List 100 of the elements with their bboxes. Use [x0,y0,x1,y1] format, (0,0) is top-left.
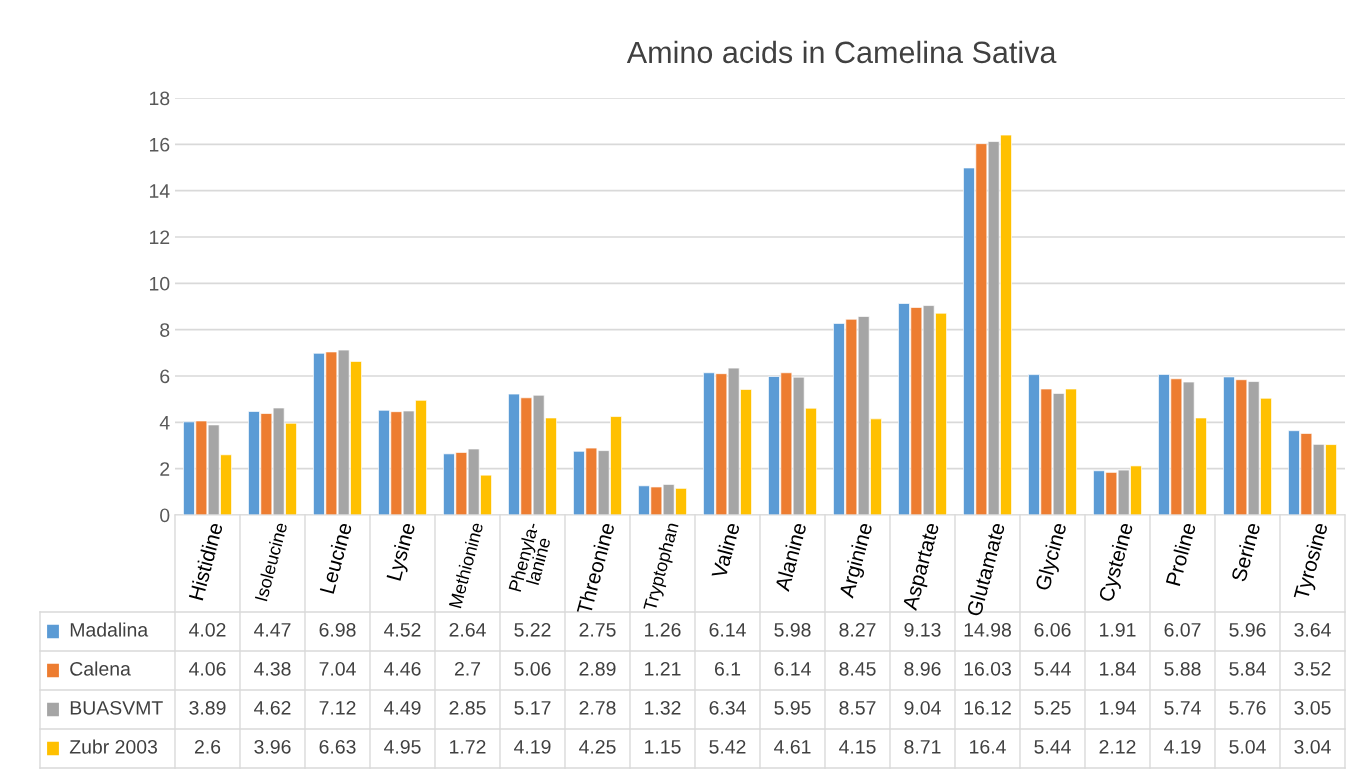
legend-label: Calena [70,661,131,676]
x-tick-label: Proline [1165,521,1197,586]
data-label: 2.64 [449,622,486,637]
data-label: 8.45 [839,661,876,676]
data-label: 5.42 [709,739,746,754]
y-tick-label: 0 [160,508,170,523]
data-label: 16.4 [970,739,1006,754]
data-label: 5.22 [514,622,551,637]
data-label: 4.61 [774,739,811,754]
data-label: 1.15 [645,740,681,754]
data-label: 5.84 [1229,661,1266,676]
data-label: 5.96 [1229,622,1266,637]
legend-label: BUASVMT [70,700,163,715]
data-label: 14.98 [964,622,1011,637]
x-tick-label: Lysine [385,521,420,582]
y-tick-label: 12 [150,230,170,245]
data-label: 6.06 [1034,622,1071,637]
data-label: 5.04 [1229,739,1266,754]
x-tick-label: Phenyla- lanine [508,521,551,593]
data-label: 8.27 [839,622,876,637]
data-label: 4.46 [384,661,421,676]
data-label: 5.44 [1034,740,1071,754]
data-label: 4.62 [254,700,291,715]
x-tick-label: Cysteine [1097,521,1138,604]
data-label: 4.25 [579,739,616,754]
x-tick-label: Serine [1230,521,1261,583]
data-label: 16.03 [964,661,1011,676]
legend-label: Madalina [70,622,149,637]
data-label: 2.78 [579,700,616,715]
data-label: 6.34 [709,700,746,715]
data-label: 9.13 [904,622,941,637]
x-tick-label: Tyrosine [1293,521,1332,602]
data-label: 2.75 [579,622,616,637]
data-label: 8.71 [904,739,941,754]
data-label: 3.04 [1294,739,1331,754]
data-label: 5.44 [1034,662,1071,676]
y-tick-label: 2 [160,462,170,476]
y-tick-label: 6 [160,369,170,384]
data-label: 6.98 [319,622,356,637]
data-label: 6.63 [319,739,356,754]
data-label: 3.64 [1294,622,1331,637]
data-label: 3.05 [1294,700,1331,715]
data-label: 8.57 [839,700,876,715]
data-label: 1.72 [450,739,486,754]
y-tick-label: 14 [150,184,170,198]
data-label: 3.52 [1294,661,1331,676]
data-label: 2.85 [449,700,486,715]
data-label: 7.04 [319,661,356,676]
data-label: 5.76 [1229,700,1266,715]
y-tick-label: 8 [160,323,170,337]
data-label: 5.98 [774,622,811,637]
data-label: 1.32 [645,700,681,715]
data-label: 6.07 [1164,622,1201,637]
chart-title: Amino acids in Camelina Sativa [626,40,1057,64]
data-label: 4.95 [384,739,421,754]
data-label: 4.38 [254,661,291,676]
y-tick-label: 10 [150,276,170,291]
data-label: 6.14 [709,622,746,637]
data-label: 4.06 [189,661,226,676]
legend-label: Zubr 2003 [69,739,158,754]
data-label: 5.25 [1034,700,1071,715]
data-label: 1.94 [1100,700,1136,715]
x-tick-label: Glycine [1034,521,1071,593]
y-tick-label: 16 [150,137,170,152]
data-label: 5.06 [514,661,551,676]
data-label: 4.49 [384,700,421,715]
data-label: 5.88 [1164,661,1201,676]
x-tick-label: Alanine [774,521,807,593]
data-label: 4.19 [514,739,551,754]
data-label: 5.74 [1164,701,1201,715]
data-label: 8.96 [904,661,941,676]
x-tick-label: Histidine [188,521,223,601]
data-label: 1.21 [645,661,681,676]
x-tick-label: Valine [710,521,740,580]
y-tick-label: 4 [159,416,170,430]
data-label: 16.12 [964,700,1011,715]
data-label: 3.96 [254,739,291,754]
data-label: 1.84 [1100,661,1136,676]
data-label: 5.95 [774,700,811,715]
data-label: 2.12 [1099,739,1136,754]
data-label: 1.91 [1100,622,1136,637]
x-tick-label: Aspartate [902,522,944,613]
data-label: 3.89 [189,700,226,715]
data-label: 4.47 [254,623,291,637]
data-label: 2.7 [454,661,481,676]
x-tick-label: Arginine [838,521,877,600]
data-label: 4.02 [189,622,226,637]
data-label: 2.6 [194,739,221,754]
data-label: 4.15 [839,740,876,754]
data-label: 9.04 [904,700,941,715]
data-label: 4.52 [384,622,421,637]
data-label: 6.14 [774,661,811,676]
data-label: 5.17 [514,701,551,715]
data-label: 1.26 [645,622,681,637]
data-label: 6.1 [714,661,741,676]
data-label: 7.12 [319,700,356,715]
data-label: 4.19 [1164,739,1201,754]
x-tick-label: Leucine [319,521,353,594]
y-tick-label: 18 [150,91,170,106]
data-label: 2.89 [579,661,616,676]
